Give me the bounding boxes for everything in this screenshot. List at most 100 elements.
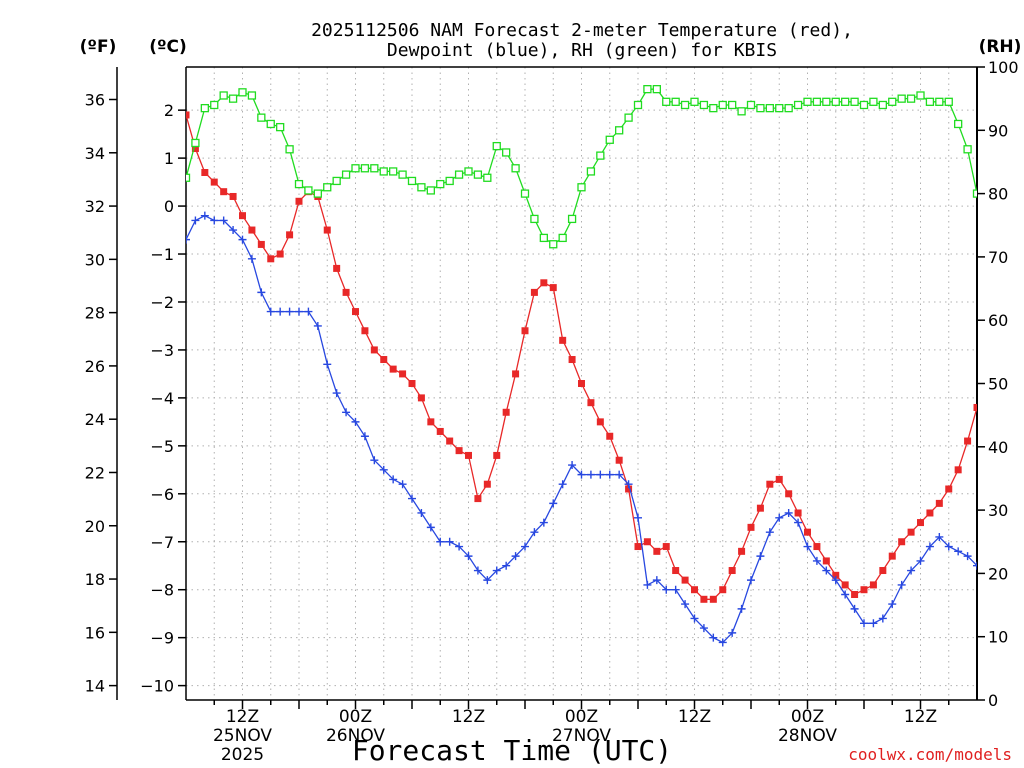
celsius-tick-label: −7	[150, 533, 174, 552]
rh-point	[332, 176, 341, 186]
temperature-point	[804, 528, 811, 536]
rh-point	[266, 119, 275, 129]
fahrenheit-unit-label: (ºF)	[80, 37, 117, 57]
dewpoint-point	[342, 408, 351, 417]
rh-point	[775, 103, 784, 113]
rh-point	[539, 233, 548, 243]
dewpoint-point	[549, 499, 558, 508]
rh-point	[577, 183, 586, 192]
temperature-point	[191, 145, 199, 153]
temperature-point	[662, 543, 670, 551]
rh-point	[228, 94, 238, 103]
dewpoint-point	[379, 465, 388, 474]
rh-tick-label: 90	[988, 121, 1008, 140]
rh-point	[925, 97, 935, 106]
x-tick-label-date: 25NOV	[213, 726, 272, 746]
rh-point	[483, 173, 492, 182]
rh-point	[407, 176, 417, 186]
temperature-point	[286, 231, 294, 239]
dewpoint-point	[615, 470, 624, 479]
rh-point	[841, 97, 850, 106]
rh-point	[454, 170, 464, 179]
celsius-tick-label: −6	[150, 485, 174, 504]
chart-title-line1: 2025112506 NAM Forecast 2-meter Temperat…	[311, 20, 853, 41]
rh-tick-label: 60	[988, 311, 1008, 330]
fahrenheit-tick-label: 34	[85, 144, 105, 163]
dewpoint-point	[408, 494, 416, 503]
celsius-tick-label: 2	[164, 101, 174, 120]
rh-point	[869, 97, 878, 106]
rh-point	[558, 233, 567, 243]
rh-point	[530, 214, 539, 224]
temperature-point	[935, 499, 943, 507]
temperature-point	[389, 365, 397, 373]
temperature-point	[747, 523, 755, 531]
rh-point	[652, 85, 661, 94]
dewpoint-point	[737, 604, 746, 613]
dewpoint-point	[530, 528, 539, 537]
rh-point	[238, 88, 247, 97]
celsius-tick-label: −2	[150, 293, 174, 312]
rh-point	[765, 103, 774, 113]
dewpoint-point	[568, 461, 577, 470]
series-dewpoint	[186, 211, 977, 647]
temperature-point	[578, 380, 585, 387]
dewpoint-point	[426, 523, 435, 532]
temperature-point	[493, 451, 501, 459]
dewpoint-point	[285, 307, 294, 316]
temperature-point	[634, 543, 642, 551]
dewpoint-point	[464, 552, 473, 561]
rh-point	[963, 145, 972, 154]
rh-point	[633, 100, 643, 110]
rh-point	[285, 145, 294, 154]
temperature-point	[201, 169, 209, 176]
temperature-point	[483, 480, 491, 488]
celsius-tick-label: −3	[150, 341, 174, 360]
dewpoint-point	[473, 566, 482, 575]
dewpoint-point	[605, 470, 614, 479]
temperature-point	[785, 490, 793, 498]
temperature-point	[756, 504, 764, 512]
rh-point	[0, 222, 7, 229]
dewpoint-point	[812, 556, 821, 565]
dewpoint-point	[238, 235, 247, 244]
temperature-point	[361, 327, 369, 335]
temperature-point	[700, 595, 708, 603]
temperature-point	[427, 418, 435, 426]
rh-point	[906, 94, 916, 103]
temperature-point	[276, 250, 284, 258]
rh-point	[549, 240, 558, 249]
rh-tick-label: 20	[988, 564, 1008, 583]
temperature-point	[917, 519, 924, 527]
rh-point	[615, 126, 624, 135]
dewpoint-point	[681, 600, 690, 609]
dewpoint-point	[794, 518, 803, 527]
temperature-point	[643, 538, 651, 546]
temperature-point	[851, 591, 859, 598]
dewpoint-point	[502, 561, 511, 570]
fahrenheit-tick-label: 18	[85, 570, 105, 589]
rh-point	[680, 100, 690, 110]
temperature-point	[342, 288, 350, 296]
temperature-point	[502, 408, 510, 416]
temperature-point	[257, 240, 265, 248]
temperature-point	[540, 279, 548, 287]
rh-point	[897, 94, 906, 103]
rh-point	[276, 122, 285, 132]
rh-unit-label: (RH)	[979, 37, 1022, 57]
rh-point	[351, 164, 360, 173]
rh-tick-label: 10	[988, 628, 1008, 647]
dewpoint-point	[728, 628, 737, 637]
rh-point	[718, 100, 727, 110]
credit-text: coolwx.com/models	[848, 745, 1012, 764]
temperature-point	[841, 581, 849, 589]
dewpoint-point	[483, 576, 492, 585]
rh-point	[709, 103, 718, 113]
fahrenheit-tick-label: 20	[85, 517, 105, 536]
temperature-point	[295, 197, 303, 205]
dewpoint-point	[313, 321, 322, 330]
dewpoint-point	[925, 542, 934, 551]
rh-tick-label: 80	[988, 185, 1008, 204]
rh-point	[699, 100, 709, 110]
